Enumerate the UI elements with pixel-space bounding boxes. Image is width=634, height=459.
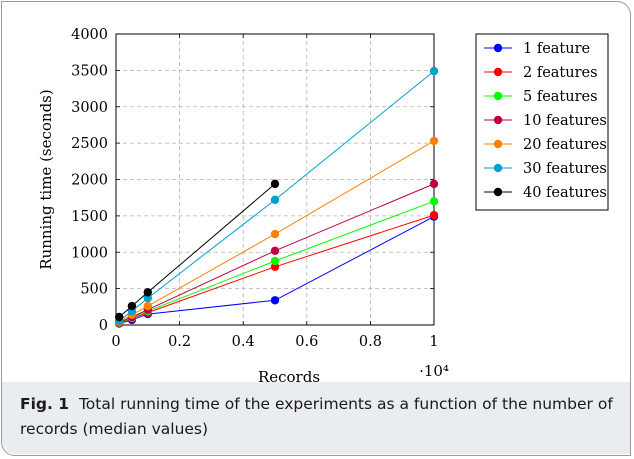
y-tick-label: 3500 xyxy=(71,63,108,79)
legend-label: 30 features xyxy=(523,161,607,177)
series-line xyxy=(118,183,276,318)
data-point xyxy=(114,312,124,322)
x-tick-label: 0 xyxy=(111,334,120,350)
x-tick-label: 0.4 xyxy=(232,334,255,350)
legend-label: 10 features xyxy=(523,113,607,129)
data-point xyxy=(429,136,439,146)
legend-swatch-marker xyxy=(493,67,503,77)
data-point xyxy=(270,195,280,205)
legend-swatch-marker xyxy=(493,139,503,149)
data-point xyxy=(270,296,280,305)
y-tick-label: 1500 xyxy=(71,209,108,225)
caption-text: Total running time of the experiments as… xyxy=(20,395,613,438)
figure-label: Fig. 1 xyxy=(20,395,70,413)
y-tick-label: 500 xyxy=(80,282,108,298)
y-tick-label: 3000 xyxy=(71,100,108,116)
x-tick-label: 1 xyxy=(429,334,438,350)
data-point xyxy=(270,246,280,255)
line-chart: 0 0.2 0.4 0.6 0.8 1 0 500 1000 1500 2000 2500 3000 35… xyxy=(37,27,609,382)
legend-swatch-marker xyxy=(493,91,503,101)
data-point xyxy=(429,179,439,189)
x-axis-label: Records xyxy=(258,368,320,382)
figure-caption: Fig. 1 Total running time of the experim… xyxy=(20,392,618,442)
legend-label: 1 feature xyxy=(523,41,590,57)
legend-label: 40 features xyxy=(523,185,607,201)
data-point xyxy=(429,66,439,76)
legend-swatch-marker xyxy=(493,187,503,197)
y-tick-label: 2000 xyxy=(71,173,108,189)
grid-lines xyxy=(116,34,434,325)
data-point xyxy=(270,179,280,189)
y-tick-label: 2500 xyxy=(71,136,108,152)
y-tick-label: 0 xyxy=(99,318,108,334)
data-point xyxy=(143,293,152,303)
x-tick-label: 0.6 xyxy=(295,334,318,350)
data-point xyxy=(270,262,280,271)
axis-ticks: 0 0.2 0.4 0.6 0.8 1 0 500 1000 1500 2000 2500 3000 35… xyxy=(71,27,439,350)
legend-swatch-marker xyxy=(493,163,503,173)
plot-area xyxy=(115,33,435,326)
y-tick-label: 1000 xyxy=(71,245,108,261)
data-point xyxy=(429,210,439,220)
x-tick-label: 0.8 xyxy=(359,334,382,350)
y-tick-label: 4000 xyxy=(71,27,108,43)
legend-swatch-marker xyxy=(493,43,503,53)
data-point xyxy=(143,301,152,311)
y-axis-label: Running time (seconds) xyxy=(37,89,55,269)
series-line xyxy=(118,70,435,322)
legend-label: 5 features xyxy=(523,89,598,105)
x-axis-multiplier: ·10⁴ xyxy=(419,362,449,380)
legend: 1 feature 2 features 5 features 10 features… xyxy=(475,33,609,211)
data-point xyxy=(270,256,280,266)
data-point xyxy=(127,301,137,311)
data-point xyxy=(143,288,152,297)
legend-label: 20 features xyxy=(523,137,607,153)
data-point xyxy=(270,229,280,239)
legend-swatch-marker xyxy=(493,115,503,125)
x-tick-label: 0.2 xyxy=(168,334,191,350)
series-group xyxy=(114,66,439,328)
legend-label: 2 features xyxy=(523,65,598,81)
caption-box: Fig. 1 Total running time of the experim… xyxy=(2,382,630,454)
data-point xyxy=(429,197,439,206)
